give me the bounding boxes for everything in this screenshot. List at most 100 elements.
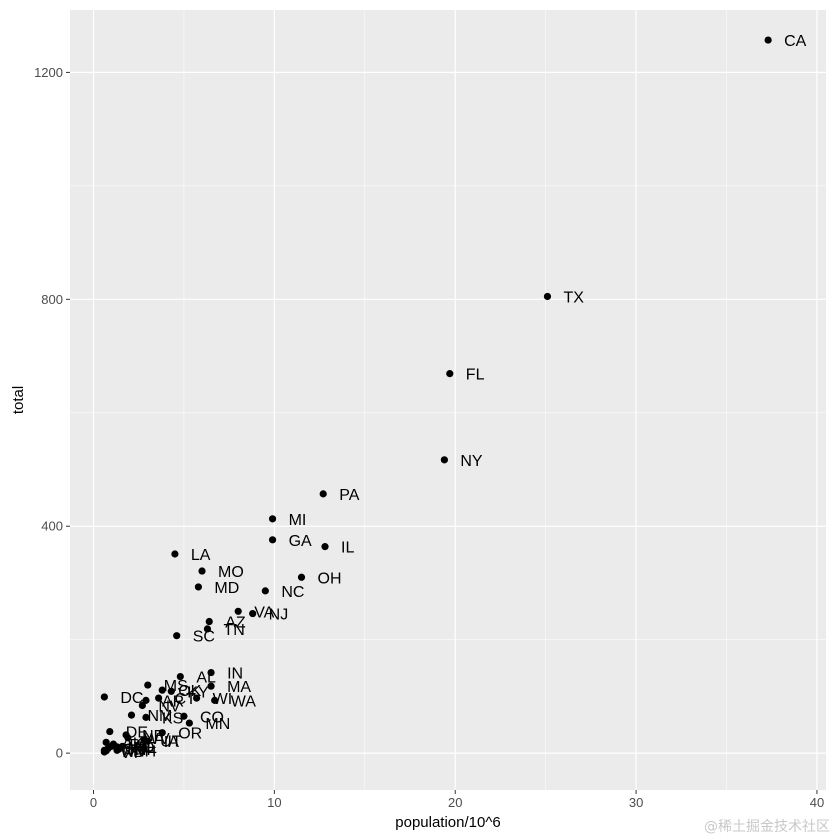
data-point-label: AL <box>196 670 216 687</box>
data-point-label: ME <box>133 740 157 757</box>
data-point-label: NV <box>158 698 181 715</box>
data-point-label: AR <box>162 693 184 710</box>
y-tick-label: 1200 <box>34 65 63 80</box>
data-point <box>193 694 201 702</box>
x-axis-title: population/10^6 <box>395 814 500 831</box>
data-point <box>144 681 152 689</box>
data-point-label: MN <box>205 716 230 733</box>
data-point-label: MT <box>128 739 151 756</box>
data-point <box>543 292 552 301</box>
data-point <box>142 696 150 704</box>
data-point-label: TN <box>223 622 244 639</box>
x-tick-label: 20 <box>448 795 462 810</box>
data-point-label: OR <box>178 726 202 743</box>
data-point <box>297 573 306 581</box>
data-point-label: IN <box>227 666 243 683</box>
data-point-label: ND <box>122 744 145 761</box>
data-point-label: CT <box>175 691 197 708</box>
data-point <box>124 734 132 742</box>
data-point-label: KS <box>162 710 183 727</box>
data-point <box>173 632 181 640</box>
data-point <box>113 746 121 754</box>
x-tick-label: 40 <box>810 795 824 810</box>
data-point <box>268 536 277 544</box>
data-point <box>446 370 454 378</box>
grid-major <box>70 10 826 790</box>
data-point <box>764 36 772 44</box>
grid-minor <box>70 10 826 790</box>
data-point-label: AZ <box>225 615 246 632</box>
data-point <box>207 682 215 690</box>
data-point-label: NJ <box>269 607 289 624</box>
data-point-label: SD <box>124 742 146 759</box>
data-point <box>319 490 327 498</box>
data-point <box>203 625 212 633</box>
data-point-label: FL <box>466 367 485 384</box>
data-point <box>234 607 242 615</box>
data-point-label: MA <box>227 679 251 696</box>
data-point-label: MI <box>289 512 307 529</box>
data-point-label: IA <box>164 734 179 751</box>
data-point <box>171 550 179 558</box>
data-point-label: KY <box>187 684 209 701</box>
data-point <box>102 738 110 746</box>
data-point-label: MD <box>214 580 239 597</box>
data-point <box>118 742 127 750</box>
data-point <box>100 748 108 756</box>
data-point <box>207 668 215 677</box>
data-point-label: NY <box>460 453 483 470</box>
data-point-label: VA <box>254 604 274 621</box>
data-point-label: NC <box>281 584 304 601</box>
data-point-label: HI <box>135 742 151 759</box>
x-tick-label: 30 <box>629 795 643 810</box>
data-point-label: IL <box>341 540 354 557</box>
x-tick-label: 0 <box>90 795 97 810</box>
data-point <box>198 567 206 575</box>
data-point-label: DC <box>120 690 143 707</box>
data-point <box>176 672 184 681</box>
data-point-label: ID <box>138 739 154 756</box>
data-point <box>268 515 277 523</box>
data-point <box>440 456 448 464</box>
data-point-label: LA <box>191 547 211 564</box>
data-point <box>127 711 136 719</box>
data-point <box>100 693 108 701</box>
data-point-label: DE <box>126 725 148 742</box>
data-point <box>321 543 329 551</box>
x-tick-label: 10 <box>267 795 281 810</box>
y-tick-label: 400 <box>41 519 63 534</box>
data-point-label: CA <box>784 33 807 50</box>
data-point-label: MS <box>164 678 188 695</box>
watermark: @稀土掘金技术社区 <box>704 819 830 835</box>
data-point-label: OH <box>318 570 342 587</box>
data-point-label: WY <box>120 743 146 760</box>
data-point-label: GA <box>289 533 312 550</box>
data-point-label: RI <box>129 737 145 754</box>
y-tick-label: 800 <box>41 292 63 307</box>
data-point-label: AK <box>122 735 144 752</box>
data-point <box>180 712 188 720</box>
data-point-label: WI <box>213 691 233 708</box>
data-point-label: NM <box>147 708 172 725</box>
data-point <box>158 686 166 694</box>
plot-panel <box>70 10 826 790</box>
data-points <box>100 36 772 756</box>
data-point-label: WV <box>144 731 170 748</box>
data-point-label: OK <box>178 683 201 700</box>
data-point <box>167 687 175 695</box>
data-point-label: VT <box>120 745 141 762</box>
data-point-label: SC <box>193 629 215 646</box>
data-point <box>261 587 269 595</box>
data-point <box>144 737 152 745</box>
data-point <box>249 609 257 618</box>
y-tick-label: 0 <box>56 746 63 761</box>
data-point-label: PA <box>339 487 359 504</box>
data-point-label: MO <box>218 564 244 581</box>
data-point <box>138 701 146 710</box>
data-point-label: NE <box>142 728 164 745</box>
data-point-label: CO <box>200 709 224 726</box>
data-point-label: WA <box>231 693 257 710</box>
